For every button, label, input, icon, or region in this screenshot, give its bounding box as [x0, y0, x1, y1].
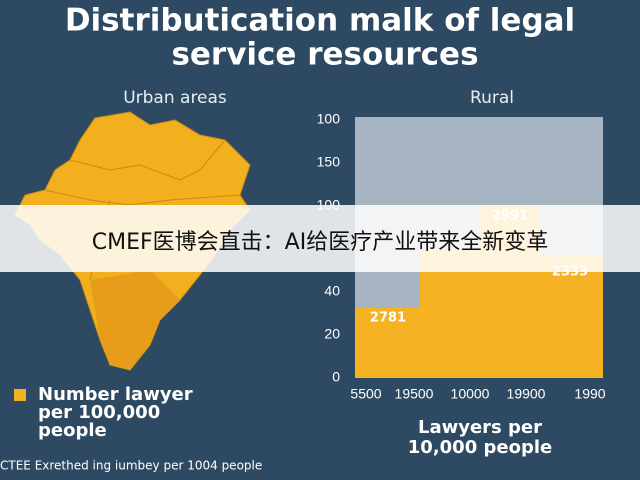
bar-area: [355, 205, 603, 378]
x-tick-label: 1990: [574, 386, 605, 402]
x-tick-label: 19900: [507, 386, 546, 402]
y-tick-label: 0: [332, 369, 340, 385]
banner-band: [0, 205, 640, 272]
y-tick-label: 100: [317, 111, 341, 127]
axis-title: 10,000 people: [408, 437, 552, 458]
title-line: service resources: [171, 37, 478, 73]
axis-title: Lawyers per: [418, 417, 542, 438]
panel-label: Urban areas: [123, 88, 227, 108]
x-tick-label: 19500: [395, 386, 434, 402]
banner-text: CMEF医博会直击：AI给医疗产业带来全新变革: [92, 230, 548, 255]
x-tick-label: 5500: [350, 386, 381, 402]
panel-label: Rural: [470, 88, 514, 108]
title-line: Distributication malk of legal: [65, 3, 575, 39]
footnote: CTEE Exrethed ing iumbey per 1004 people: [0, 459, 262, 473]
legend-swatch: [14, 389, 26, 401]
bar-label: 2781: [370, 311, 406, 326]
y-tick-label: 150: [317, 154, 341, 170]
legend-text: Number lawyer: [38, 384, 193, 405]
map-border: [69, 139, 226, 181]
legend-text: people: [38, 420, 107, 441]
legend-text: per 100,000: [38, 402, 160, 423]
y-tick-label: 20: [324, 326, 340, 342]
x-tick-label: 10000: [451, 386, 490, 402]
y-tick-label: 40: [324, 283, 340, 299]
map-region: [90, 270, 180, 370]
